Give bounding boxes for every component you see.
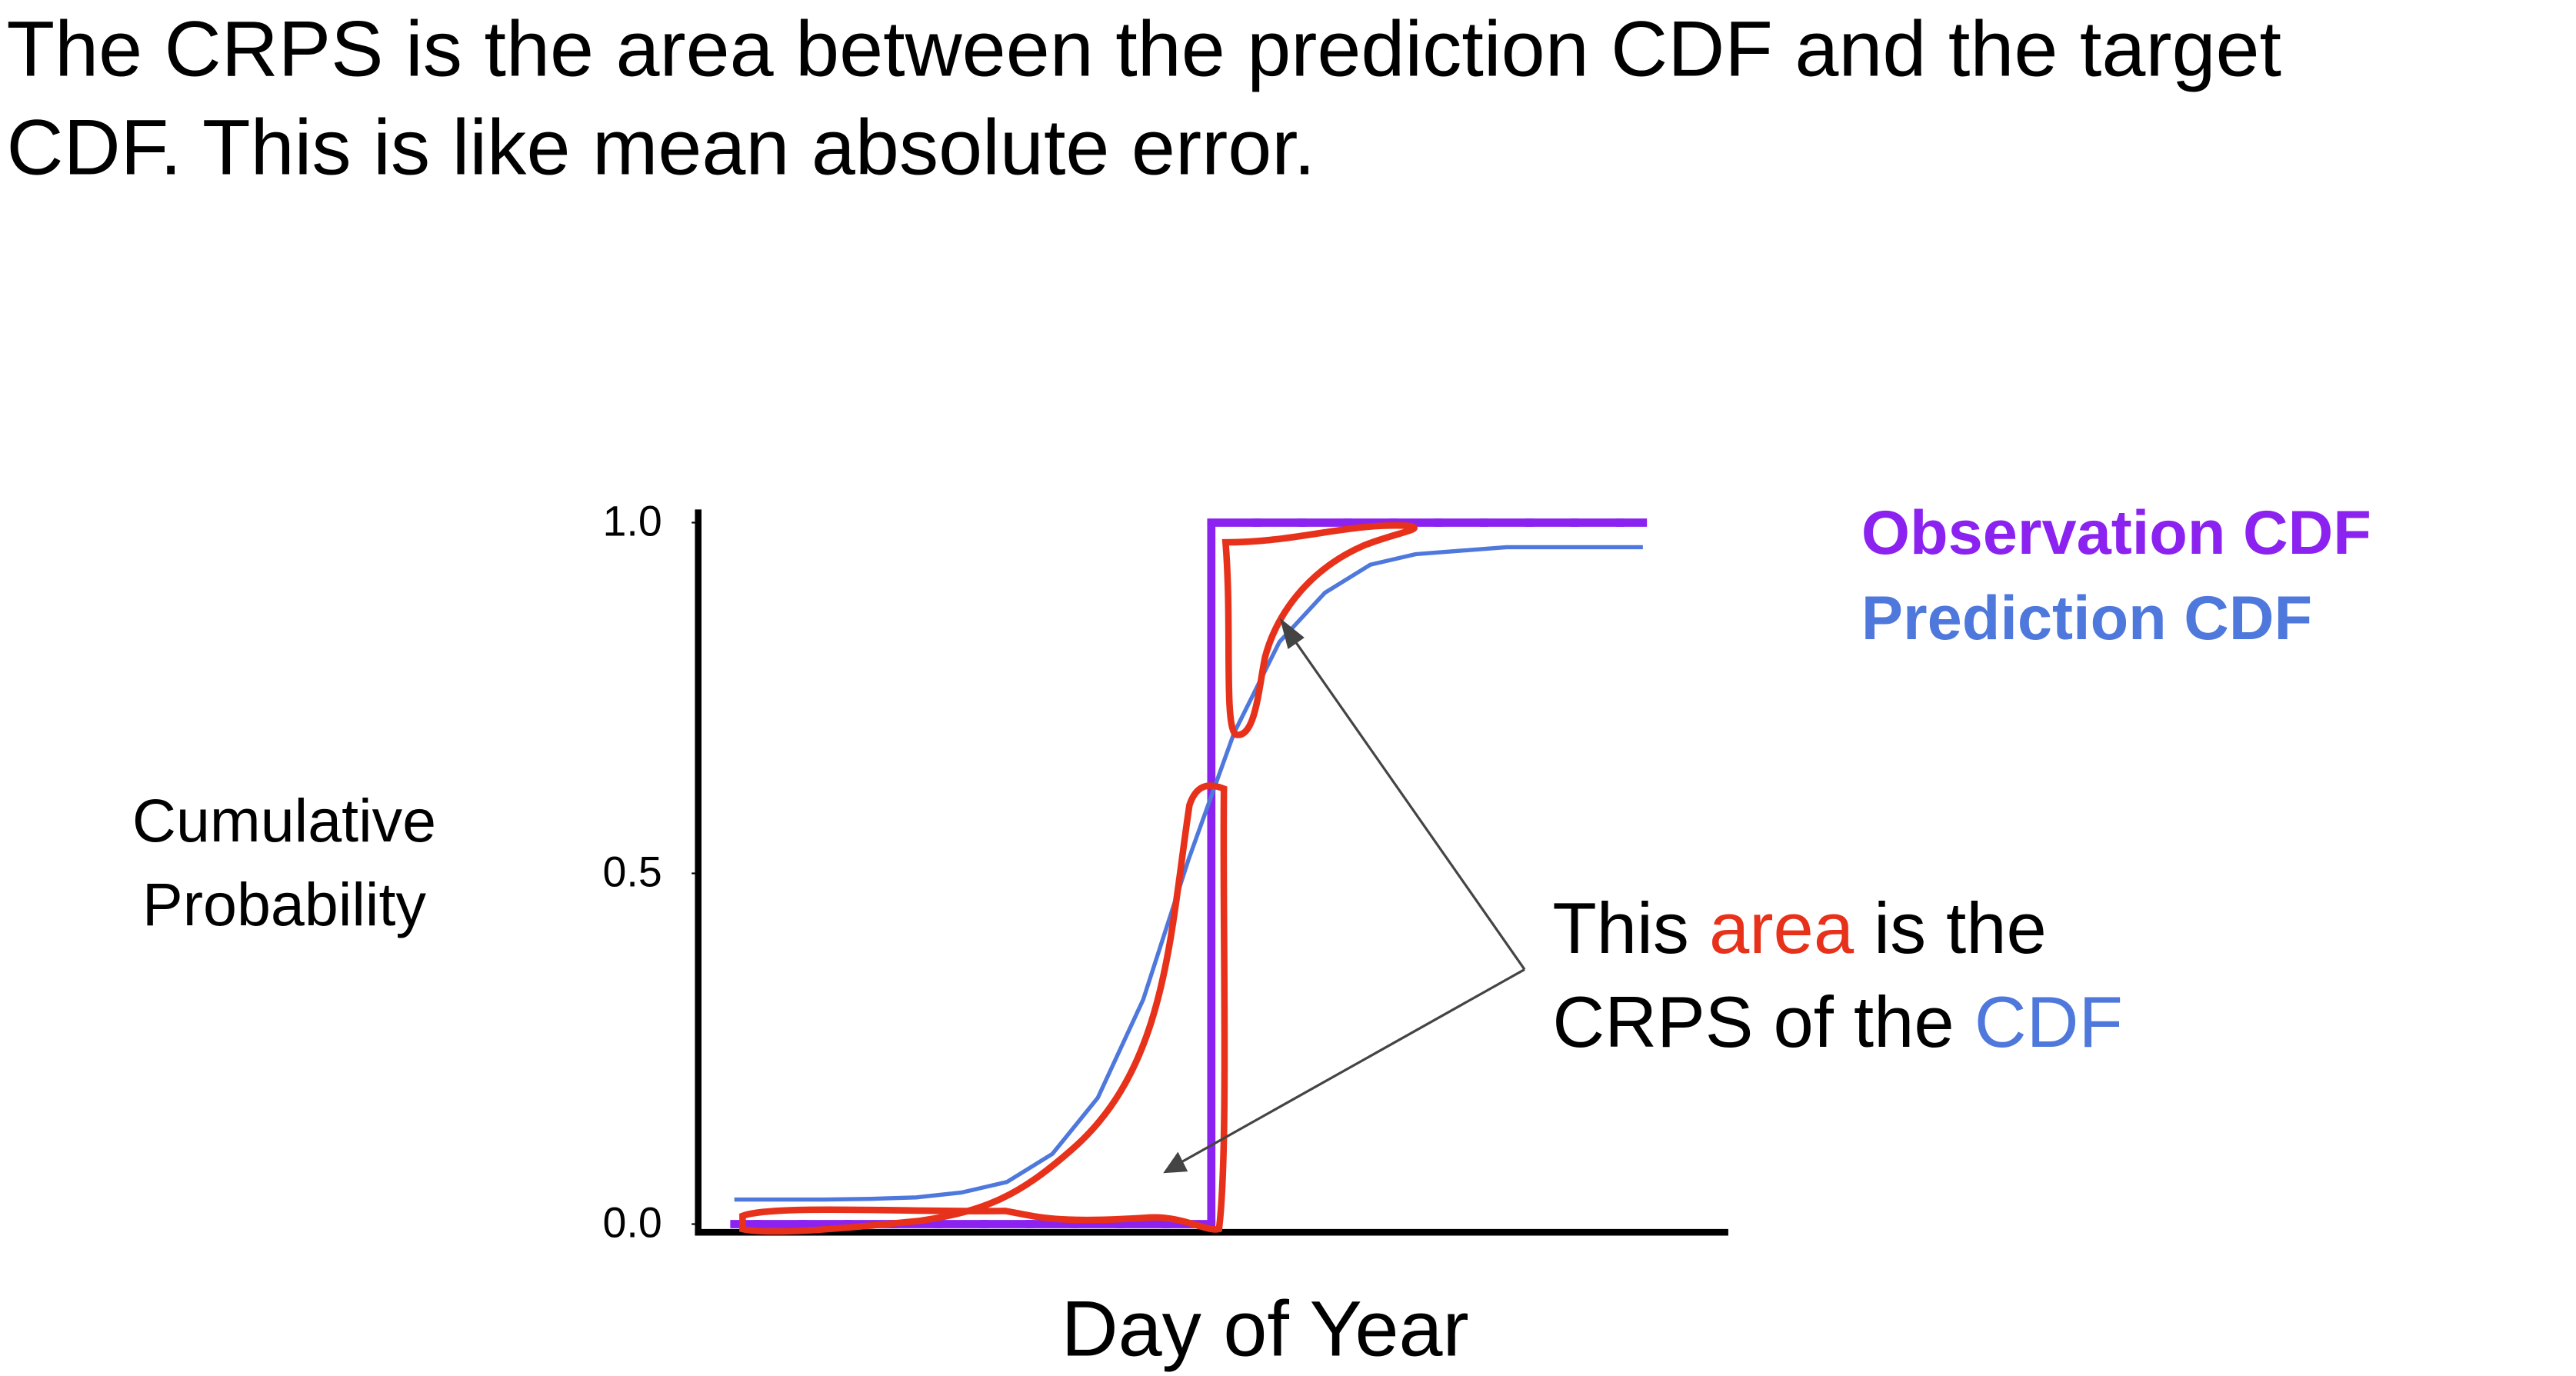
- crps-area-outline: [739, 782, 1228, 1235]
- legend-entry: Prediction CDF: [1861, 584, 2312, 653]
- y-tick-label: 0.0: [603, 1199, 662, 1247]
- arrowhead: [1279, 618, 1305, 649]
- annotation-arrow: [1175, 968, 1525, 1166]
- title-line: The CRPS is the area between the predict…: [7, 5, 2282, 93]
- annotation-part: is the: [1854, 888, 2047, 968]
- legend-entry: Observation CDF: [1861, 498, 2371, 568]
- y-tick-label: 0.5: [603, 848, 662, 896]
- arrowhead: [1163, 1151, 1188, 1174]
- crps-area-outline: [1221, 522, 1418, 738]
- annotation-arrow: [1287, 630, 1526, 971]
- annotation: CRPS of the CDF: [1552, 981, 2123, 1062]
- series-line: [734, 545, 1643, 1202]
- annotation-part: This: [1552, 888, 1709, 968]
- x-axis-label: Day of Year: [1061, 1284, 1469, 1372]
- y-tick-label: 1.0: [603, 498, 662, 545]
- y-axis-label: Probability: [142, 870, 426, 938]
- annotation-part: CDF: [1974, 981, 2123, 1062]
- annotation: This area is the: [1552, 888, 2046, 968]
- title-line: CDF. This is like mean absolute error.: [7, 103, 1316, 192]
- y-axis-label: Cumulative: [132, 786, 436, 855]
- annotation-part: area: [1709, 888, 1855, 968]
- annotation-part: CRPS of the: [1552, 981, 1974, 1062]
